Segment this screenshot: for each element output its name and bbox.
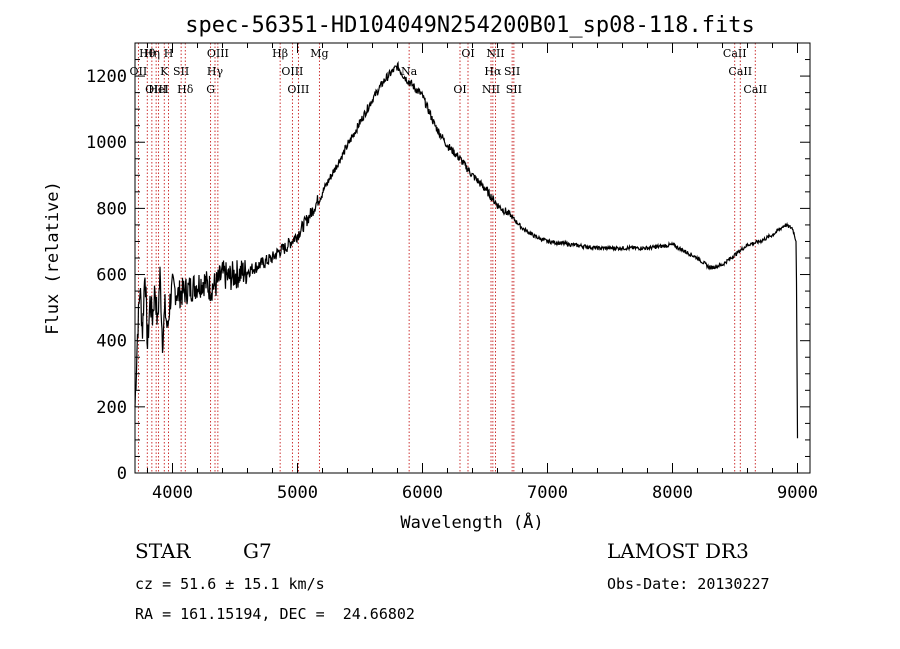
spectral-line-label: OIII (281, 65, 303, 78)
spectral-line-label: Hα (484, 65, 502, 78)
y-tick-label: 400 (96, 332, 127, 352)
spectral-line-label: Mg (310, 47, 328, 60)
spectral-line-label: NII (482, 83, 500, 96)
spectral-line-label: OIII (145, 83, 167, 96)
spectral-line-label: Na (401, 65, 418, 78)
spectral-line-label: SII (506, 83, 522, 96)
object-subclass: G7 (243, 539, 272, 563)
spectral-line-label: CaII (723, 47, 747, 60)
spectral-line-label: CaII (743, 83, 767, 96)
chart-title: spec-56351-HD104049N254200B01_sp08-118.f… (185, 13, 755, 38)
spectral-line-label: Hθ (139, 47, 156, 60)
y-tick-label: 600 (96, 266, 127, 286)
coordinates-text: RA = 161.15194, DEC = 24.66802 (135, 605, 415, 623)
x-tick-label: 8000 (652, 483, 693, 503)
spectral-line-label: G (206, 83, 215, 96)
spectral-line-label: Hδ (177, 83, 194, 96)
survey-name: LAMOST DR3 (607, 539, 749, 563)
y-tick-label: 1000 (86, 133, 127, 153)
spectral-line-label: HeI (148, 83, 168, 96)
y-tick-label: 200 (96, 398, 127, 418)
spectral-line-label: OI (461, 47, 474, 60)
y-axis-label: Flux (relative) (43, 181, 63, 335)
x-tick-label: 5000 (277, 483, 318, 503)
axis-ticks: 4000 5000 6000 7000 8000 9000 0 200 400 600 800 100… (86, 43, 818, 503)
redshift-text: cz = 51.6 ± 15.1 km/s (135, 575, 325, 593)
spectral-line-label: SII (504, 65, 520, 78)
spectral-line-label: OIII (207, 47, 229, 60)
spectral-line-label: Hη (144, 47, 160, 60)
spectral-line-label: OII (130, 65, 148, 78)
spectral-line-label: H (164, 47, 174, 60)
obs-date: Obs-Date: 20130227 (607, 575, 770, 593)
spectral-line-label: Hβ (272, 47, 288, 60)
spectral-line-label: OIII (287, 83, 309, 96)
spectral-line-labels: Hθ OII OIII HηK HeI H SII Hδ OIII Hγ G Hβ OIII OIII Mg… (130, 47, 768, 96)
spectral-line-label: Hγ (207, 65, 224, 78)
spectrum-series-line (134, 60, 799, 439)
y-tick-label: 800 (96, 199, 127, 219)
spectral-line-label: OI (453, 83, 466, 96)
spectral-line-label: NII (486, 47, 504, 60)
x-tick-label: 7000 (527, 483, 568, 503)
x-tick-label: 4000 (152, 483, 193, 503)
spectral-line-label: CaII (728, 65, 752, 78)
object-class: STAR (135, 539, 191, 563)
y-tick-label: 1200 (86, 67, 127, 87)
x-tick-label: 9000 (777, 483, 818, 503)
plot-frame (134, 42, 811, 474)
x-axis-label: Wavelength (Å) (400, 511, 543, 533)
spectral-line-label: SII (173, 65, 189, 78)
x-tick-label: 6000 (402, 483, 443, 503)
spectral-line-label: K (160, 65, 169, 78)
y-tick-label: 0 (117, 464, 127, 484)
spectral-lines-layer (137, 43, 756, 473)
